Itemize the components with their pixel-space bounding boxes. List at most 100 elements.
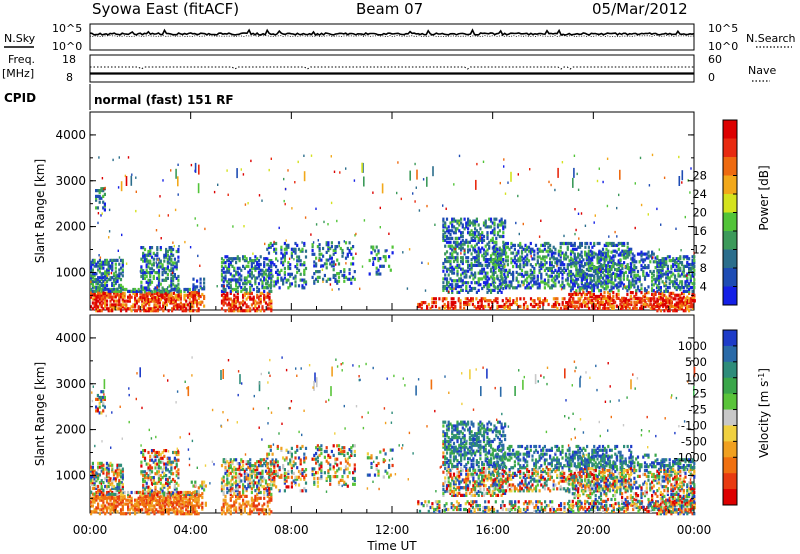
echo-cell	[498, 246, 501, 250]
echo-cell	[417, 302, 420, 307]
echo-cell	[489, 254, 493, 258]
echo-cell	[482, 281, 486, 285]
echo-cell	[524, 301, 527, 305]
echo-cell	[542, 257, 545, 261]
echo-cell	[134, 303, 137, 307]
echo-cell	[245, 278, 248, 282]
echo-cell	[163, 269, 166, 273]
echo-cell	[174, 512, 177, 516]
echo-dot	[618, 193, 620, 197]
echo-cell	[95, 285, 98, 289]
echo-cell	[153, 303, 156, 307]
echo-cell	[170, 282, 173, 286]
echo-cell	[343, 268, 346, 272]
echo-cell	[677, 262, 680, 267]
echo-cell	[573, 284, 576, 288]
echo-cell	[203, 294, 206, 299]
echo-cell	[119, 471, 123, 475]
echo-cell	[688, 297, 691, 301]
echo-cell	[457, 297, 460, 301]
echo-cell	[645, 252, 648, 256]
echo-cell	[294, 251, 297, 255]
echo-cell	[460, 246, 463, 250]
echo-cell	[605, 283, 608, 287]
echo-cell	[172, 282, 175, 286]
echo-cell	[278, 272, 281, 276]
echo-cell	[451, 279, 454, 283]
echo-cell	[257, 266, 261, 270]
echo-cell	[452, 256, 456, 260]
echo-cell	[269, 284, 272, 288]
echo-dot	[577, 188, 580, 191]
echo-cell	[93, 279, 96, 284]
echo-cell	[647, 256, 650, 260]
echo-cell	[186, 295, 190, 299]
echo-cell	[118, 463, 121, 467]
freq-unit-label: [MHz]	[2, 67, 34, 80]
echo-cell	[651, 306, 654, 310]
echo-cell	[557, 253, 560, 257]
echo-cell	[93, 486, 96, 490]
echo-dot	[575, 228, 577, 232]
echo-cell	[679, 307, 682, 311]
echo-cell	[233, 307, 236, 311]
echo-cell	[177, 274, 180, 279]
echo-cell	[496, 286, 500, 291]
echo-cell	[104, 272, 107, 276]
echo-cell	[474, 286, 477, 291]
echo-cell	[143, 259, 147, 263]
echo-cell	[132, 504, 135, 508]
echo-cell	[465, 259, 468, 264]
echo-cell	[233, 301, 236, 305]
echo-cell	[118, 301, 121, 305]
echo-cell	[552, 284, 555, 288]
echo-cell	[175, 261, 178, 265]
echo-cell	[285, 247, 288, 251]
echo-cell	[96, 194, 99, 198]
echo-cell	[515, 286, 518, 290]
echo-cell	[119, 469, 123, 473]
echo-cell	[190, 494, 193, 498]
echo-cell	[170, 273, 173, 277]
echo-cell	[254, 309, 257, 313]
echo-cell	[130, 490, 133, 495]
echo-cell	[654, 256, 657, 260]
echo-cell	[157, 265, 161, 269]
echo-cell	[470, 233, 473, 237]
echo-cell	[642, 273, 645, 277]
echo-cell	[112, 287, 116, 291]
echo-cell	[153, 510, 156, 514]
echo-cell	[137, 510, 140, 514]
echo-cell	[175, 267, 178, 271]
echo-dot	[162, 179, 164, 182]
echo-cell	[422, 301, 425, 305]
echo-dot	[353, 179, 356, 182]
echo-cell	[585, 256, 588, 260]
echo-cell	[646, 302, 649, 307]
echo-cell	[224, 264, 227, 268]
echo-cell	[447, 236, 450, 240]
echo-cell	[111, 494, 114, 498]
echo-cell	[137, 504, 140, 508]
echo-cell	[449, 229, 452, 233]
echo-cell	[151, 299, 154, 303]
echo-cell	[159, 246, 162, 250]
echo-cell	[90, 490, 93, 494]
echo-cell	[325, 262, 328, 266]
echo-cell	[482, 297, 485, 301]
echo-cell	[668, 305, 671, 309]
echo-cell	[454, 236, 457, 240]
echo-cell	[249, 280, 252, 284]
echo-cell	[377, 257, 380, 261]
echo-cell	[675, 282, 678, 286]
echo-cell	[111, 303, 114, 307]
echo-dot	[277, 259, 279, 263]
echo-cell	[178, 305, 181, 309]
echo-cell	[190, 302, 193, 306]
echo-cell	[550, 284, 553, 288]
echo-cell	[475, 217, 478, 221]
echo-cell	[137, 496, 140, 500]
echo-cell	[170, 251, 173, 255]
echo-dot	[127, 156, 130, 159]
echo-cell	[175, 288, 178, 292]
